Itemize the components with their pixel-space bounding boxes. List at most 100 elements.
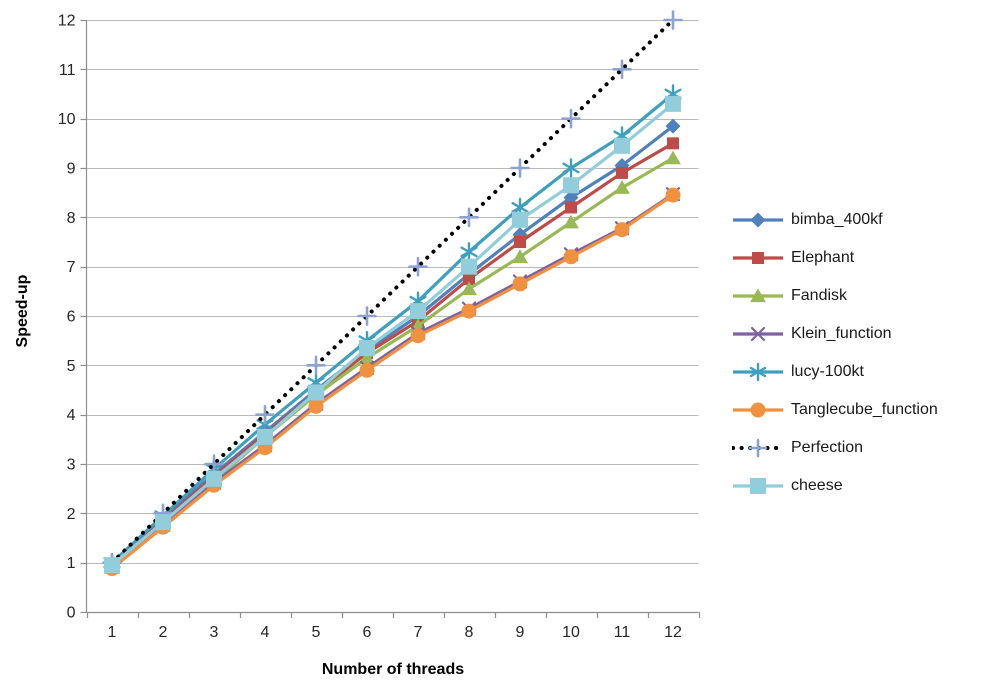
x-marker-icon (750, 326, 766, 342)
triangle-marker-icon (563, 214, 579, 229)
circle-marker-icon (359, 362, 375, 378)
asterisk-marker-icon (562, 158, 580, 178)
circle-marker-icon (665, 187, 681, 203)
legend-item-cheese: cheese (732, 467, 988, 505)
diamond-marker-icon (750, 212, 766, 228)
x-tick-label: 2 (159, 624, 168, 641)
triangle-marker-icon (461, 281, 477, 296)
square-marker-icon (667, 137, 679, 150)
legend-key-cheese (733, 478, 783, 494)
y-tick-label: 10 (58, 111, 76, 128)
plus-marker-icon (663, 10, 683, 30)
plus-marker-icon (204, 454, 224, 474)
circle-marker-icon (563, 249, 579, 265)
legend-label: Fandisk (791, 287, 848, 304)
x-axis-title: Number of threads (321, 661, 465, 678)
plus-marker-icon (408, 256, 428, 277)
triangle-marker-icon (665, 150, 681, 165)
legend-key-lucy-100kt (733, 362, 783, 382)
y-tick-label: 7 (67, 259, 76, 276)
y-axis-title: Speed-up (14, 274, 31, 348)
legend-label: lucy-100kt (791, 363, 864, 380)
x-tick-label: 10 (562, 624, 580, 641)
y-tick-label: 0 (67, 605, 76, 622)
y-tick-label: 9 (67, 161, 76, 178)
square-marker-icon (104, 557, 120, 574)
series-line-cheese (110, 102, 675, 567)
x-tick-label: 11 (614, 624, 631, 641)
x-tick-label: 4 (261, 624, 270, 641)
square-marker-icon (514, 236, 526, 248)
x-tick-label: 8 (465, 624, 474, 641)
plus-marker-icon (510, 158, 530, 178)
series-line-Fandisk (110, 156, 674, 569)
asterisk-marker-icon (749, 362, 767, 382)
plus-marker-icon (357, 306, 377, 326)
square-marker-icon (614, 137, 630, 154)
x-tick-label: 9 (516, 624, 525, 641)
series-line-lucy-100kt (110, 92, 675, 564)
plus-marker-icon (612, 59, 632, 80)
x-tick-label: 5 (312, 624, 321, 641)
square-marker-icon (565, 201, 577, 214)
series-line-bimba_400kf (110, 124, 674, 567)
square-marker-icon (665, 95, 681, 112)
square-marker-icon (359, 340, 375, 357)
series-line-Elephant (110, 141, 674, 567)
circle-marker-icon (614, 222, 630, 238)
diamond-marker-icon (665, 118, 681, 134)
legend-label: bimba_400kf (791, 211, 883, 228)
plus-marker-icon (561, 108, 581, 129)
legend-key-Fandisk (733, 288, 783, 303)
triangle-marker-icon (750, 288, 766, 303)
plus-marker-icon (306, 355, 326, 376)
plus-marker-icon (459, 207, 479, 228)
diamond-marker-icon (563, 190, 579, 206)
plus-marker-icon (255, 404, 275, 425)
plus-marker-icon (748, 438, 768, 458)
legend-item-lucy-100kt: lucy-100kt (732, 353, 988, 391)
square-marker-icon (257, 428, 273, 445)
legend-key-bimba_400kf (733, 212, 783, 228)
legend-label: Perfection (791, 439, 864, 456)
series-line-Tanglecube_function (110, 193, 674, 570)
legend-key-Tanglecube_function (733, 402, 783, 418)
chart-legend: bimba_400kf Elephant Fandisk Klein_function… (732, 201, 988, 505)
legend-item-Perfection: Perfection (732, 429, 988, 467)
square-marker-icon (206, 470, 222, 487)
legend-label: Tanglecube_function (791, 401, 938, 418)
y-tick-label: 11 (59, 62, 76, 79)
y-tick-label: 1 (67, 555, 76, 572)
legend-item-Elephant: Elephant (732, 239, 988, 277)
series-line-Klein_function (110, 192, 674, 568)
square-marker-icon (308, 384, 324, 401)
y-tick-label: 6 (67, 309, 76, 326)
legend-label: Elephant (791, 249, 855, 266)
square-marker-icon (463, 273, 475, 285)
y-tick-label: 5 (67, 358, 76, 375)
legend-label: Klein_function (791, 325, 892, 342)
asterisk-marker-icon (460, 242, 478, 262)
legend-key-Klein_function (733, 326, 783, 342)
y-tick-label: 3 (67, 457, 76, 474)
y-tick-label: 8 (67, 210, 76, 227)
x-tick-label: 1 (108, 624, 117, 641)
triangle-marker-icon (359, 350, 375, 365)
square-marker-icon (410, 303, 426, 320)
circle-marker-icon (750, 402, 766, 418)
circle-marker-icon (461, 303, 477, 319)
legend-label: cheese (791, 477, 843, 494)
y-tick-label: 4 (67, 407, 76, 424)
legend-key-Elephant (733, 252, 783, 264)
square-marker-icon (155, 514, 171, 531)
triangle-marker-icon (512, 249, 528, 263)
x-tick-label: 12 (664, 624, 682, 641)
y-tick-label: 2 (67, 506, 76, 523)
legend-key-Perfection (732, 438, 784, 458)
x-tick-label: 6 (363, 624, 372, 641)
square-marker-icon (512, 211, 528, 228)
x-tick-label: 7 (414, 624, 423, 641)
square-marker-icon (616, 166, 628, 179)
